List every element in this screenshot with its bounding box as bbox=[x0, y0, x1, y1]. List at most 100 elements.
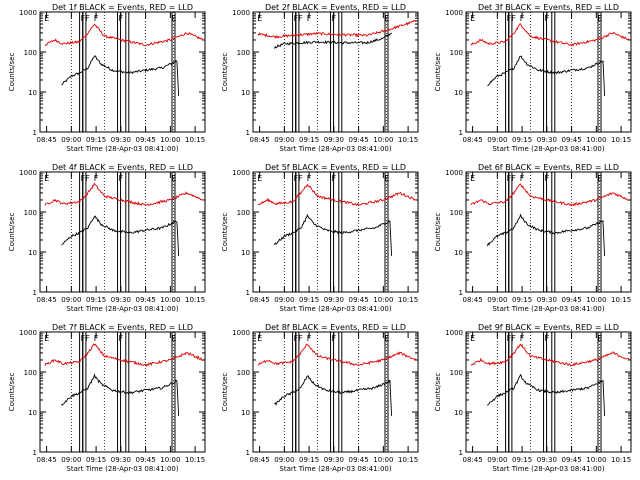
events-series-line bbox=[274, 375, 393, 416]
y-axis-label: Counts/sec bbox=[221, 213, 229, 252]
y-tick-label: 100 bbox=[24, 209, 37, 217]
x-tick-label: 09:30 bbox=[111, 136, 131, 144]
flag-label: F bbox=[307, 14, 312, 23]
flag-label: E bbox=[470, 334, 475, 343]
flag-label: E bbox=[384, 334, 389, 343]
y-tick-label: 1000 bbox=[232, 329, 250, 337]
y-tick-label: 1 bbox=[33, 449, 37, 457]
x-tick-label: 09:15 bbox=[86, 136, 106, 144]
x-tick-label: 10:00 bbox=[586, 296, 606, 304]
y-tick-label: 100 bbox=[450, 49, 463, 57]
y-tick-label: 100 bbox=[450, 369, 463, 377]
x-tick-label: 09:15 bbox=[299, 136, 319, 144]
flag-label: E bbox=[597, 174, 602, 183]
y-axis-label: Counts/sec bbox=[434, 213, 442, 252]
lld-series-line bbox=[470, 23, 630, 48]
y-tick-label: 1 bbox=[246, 289, 250, 297]
panel-title: Det 5f BLACK = Events, RED = LLD bbox=[265, 163, 406, 172]
y-tick-label: 10 bbox=[454, 249, 463, 257]
y-tick-label: 1 bbox=[459, 289, 463, 297]
x-tick-label: 08:45 bbox=[463, 296, 483, 304]
x-tick-label: 09:15 bbox=[86, 296, 106, 304]
y-axis-label: Counts/sec bbox=[8, 53, 16, 92]
flag-label: E bbox=[171, 334, 176, 343]
flag-label: FF bbox=[81, 174, 91, 183]
y-tick-label: 1000 bbox=[19, 169, 37, 177]
flag-label: E bbox=[171, 174, 176, 183]
x-tick-label: 09:30 bbox=[324, 456, 344, 464]
y-tick-label: 1 bbox=[459, 129, 463, 137]
x-tick-label: 10:15 bbox=[185, 296, 205, 304]
y-tick-label: 1 bbox=[246, 449, 250, 457]
x-tick-label: 08:45 bbox=[37, 456, 57, 464]
events-series-line bbox=[487, 373, 606, 416]
x-tick-label: 09:30 bbox=[324, 136, 344, 144]
flag-label: F bbox=[520, 14, 525, 23]
x-tick-label: 08:45 bbox=[250, 136, 270, 144]
flag-label: F bbox=[332, 14, 337, 23]
x-tick-label: 10:15 bbox=[611, 296, 631, 304]
x-tick-label: 09:15 bbox=[512, 296, 532, 304]
lld-series-line bbox=[44, 23, 204, 47]
plot-frame bbox=[39, 11, 206, 133]
y-tick-label: 1000 bbox=[232, 169, 250, 177]
y-axis-label: Counts/sec bbox=[221, 373, 229, 412]
x-axis-label: Start Time (28-Apr-03 08:41:00) bbox=[492, 145, 604, 153]
panel-title: Det 4f BLACK = Events, RED = LLD bbox=[52, 163, 193, 172]
plot-frame bbox=[252, 11, 419, 133]
flag-label: F bbox=[520, 174, 525, 183]
x-tick-label: 09:30 bbox=[537, 296, 557, 304]
x-tick-label: 10:15 bbox=[398, 456, 418, 464]
flag-label: E bbox=[384, 14, 389, 23]
y-tick-label: 10 bbox=[454, 89, 463, 97]
x-axis-label: Start Time (28-Apr-03 08:41:00) bbox=[279, 145, 391, 153]
events-series-line bbox=[61, 215, 180, 256]
y-tick-label: 100 bbox=[450, 209, 463, 217]
flag-label: F bbox=[119, 334, 124, 343]
x-tick-label: 09:45 bbox=[562, 136, 582, 144]
x-tick-label: 09:15 bbox=[512, 456, 532, 464]
x-tick-label: 09:00 bbox=[487, 296, 507, 304]
x-axis-label: Start Time (28-Apr-03 08:41:00) bbox=[492, 465, 604, 473]
panel-title: Det 9f BLACK = Events, RED = LLD bbox=[478, 323, 619, 332]
panel-title: Det 8f BLACK = Events, RED = LLD bbox=[265, 323, 406, 332]
x-tick-label: 10:00 bbox=[373, 296, 393, 304]
flag-label: E bbox=[257, 334, 262, 343]
x-tick-label: 10:00 bbox=[373, 456, 393, 464]
x-tick-label: 09:15 bbox=[299, 456, 319, 464]
flag-label: FF bbox=[294, 14, 304, 23]
x-tick-label: 08:45 bbox=[463, 136, 483, 144]
x-axis-label: Start Time (28-Apr-03 08:41:00) bbox=[279, 305, 391, 313]
x-axis-label: Start Time (28-Apr-03 08:41:00) bbox=[66, 145, 178, 153]
x-tick-label: 10:00 bbox=[160, 136, 180, 144]
x-tick-label: 08:45 bbox=[250, 296, 270, 304]
x-tick-label: 09:15 bbox=[299, 296, 319, 304]
x-tick-label: 10:15 bbox=[398, 136, 418, 144]
y-tick-label: 100 bbox=[237, 209, 250, 217]
y-tick-label: 100 bbox=[237, 369, 250, 377]
x-axis-label: Start Time (28-Apr-03 08:41:00) bbox=[66, 465, 178, 473]
x-tick-label: 08:45 bbox=[37, 296, 57, 304]
lld-series-line bbox=[257, 183, 417, 207]
flag-label: F bbox=[545, 334, 550, 343]
x-tick-label: 09:45 bbox=[349, 136, 369, 144]
events-series-line bbox=[487, 55, 606, 96]
flag-label: E bbox=[597, 14, 602, 23]
plot-frame bbox=[252, 171, 419, 293]
plot-frame bbox=[465, 331, 632, 453]
x-tick-label: 09:45 bbox=[349, 456, 369, 464]
x-tick-label: 09:00 bbox=[274, 456, 294, 464]
y-tick-label: 1000 bbox=[19, 329, 37, 337]
lld-series-line bbox=[44, 343, 204, 367]
lld-series-line bbox=[470, 183, 630, 207]
y-tick-label: 10 bbox=[241, 409, 250, 417]
flag-label: F bbox=[332, 174, 337, 183]
x-tick-label: 09:30 bbox=[537, 136, 557, 144]
flag-label: F bbox=[119, 174, 124, 183]
x-tick-label: 10:00 bbox=[160, 456, 180, 464]
y-tick-label: 10 bbox=[241, 249, 250, 257]
